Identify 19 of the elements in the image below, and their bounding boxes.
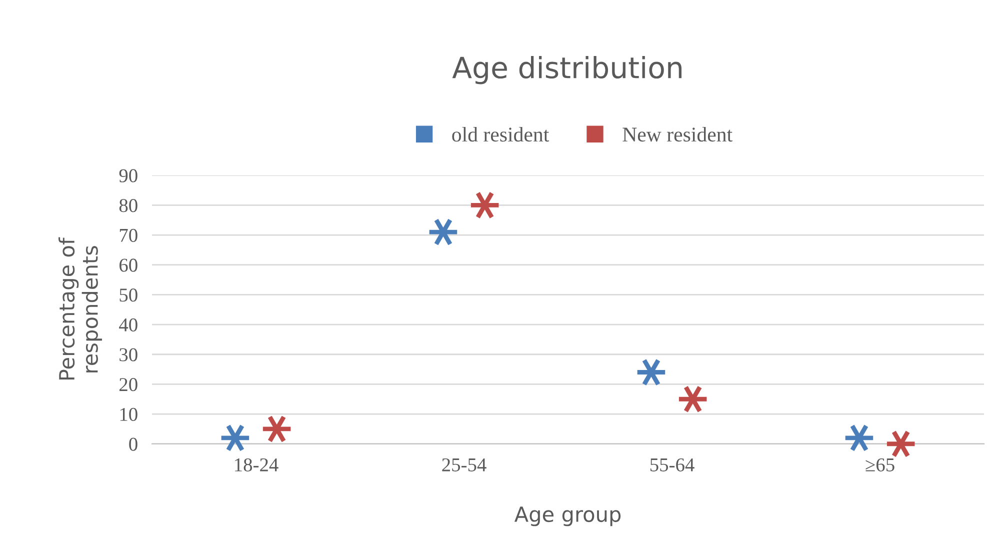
y-tick-label: 50 [120, 288, 138, 302]
y-tick-label: 60 [120, 258, 138, 272]
legend-label: New resident [622, 126, 732, 142]
y-tick-label: 40 [119, 318, 138, 332]
y-tick-label: 10 [120, 408, 138, 421]
chart-title: Age distribution [452, 56, 682, 84]
y-tick-label: 20 [120, 378, 138, 392]
x-tick-label: 55-64 [650, 458, 694, 472]
y-tick-label: 70 [120, 228, 138, 242]
y-tick-label: 90 [119, 169, 138, 182]
y-axis-title: Percentage of respondents [58, 237, 102, 380]
x-tick-label: 18-24 [235, 458, 278, 472]
y-tick-label: 80 [119, 199, 138, 212]
y-tick-label: 30 [120, 348, 138, 362]
x-tick-label: ≥65 [866, 458, 894, 472]
x-axis-title: Age group [514, 506, 621, 526]
legend-label: old resident [452, 126, 550, 142]
x-tick-label: 25-54 [442, 458, 486, 472]
y-tick-label: 0 [129, 438, 138, 451]
